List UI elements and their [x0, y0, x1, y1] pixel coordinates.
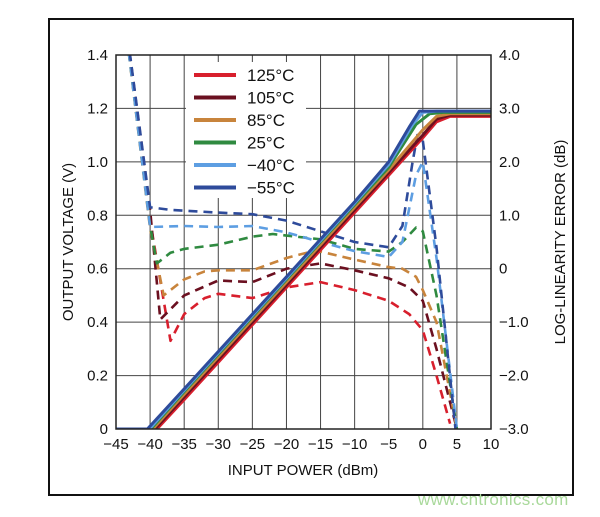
y2-tick-label: 3.0 — [499, 100, 520, 117]
legend-label: 85°C — [247, 111, 285, 130]
voltage-line-5 — [116, 109, 491, 429]
x-tick-label: −5 — [380, 436, 397, 453]
y-tick-label: 1.2 — [87, 100, 108, 117]
x-tick-label: 0 — [419, 436, 427, 453]
y-tick-label: 0.2 — [87, 368, 108, 385]
x-tick-label: −25 — [240, 436, 265, 453]
legend-label: −55°C — [247, 179, 295, 198]
y2-tick-label: −1.0 — [499, 314, 529, 331]
x-tick-label: −45 — [103, 436, 128, 453]
y2-tick-label: 2.0 — [499, 154, 520, 171]
x-tick-label: 10 — [483, 436, 500, 453]
y-tick-labels: 0 0.2 0.4 0.6 0.8 1.0 1.2 1.4 — [87, 47, 108, 438]
x-tick-label: −35 — [171, 436, 196, 453]
x-tick-label: −30 — [206, 436, 231, 453]
y2-tick-label: 4.0 — [499, 47, 520, 64]
legend-background — [186, 62, 306, 198]
y2-tick-label: −2.0 — [499, 368, 529, 385]
series-lines — [116, 55, 491, 429]
legend-label: 125°C — [247, 66, 294, 85]
x-tick-label: −20 — [274, 436, 299, 453]
y2-axis-label: LOG-LINEARITY ERROR (dB) — [552, 140, 569, 345]
y-tick-label: 1.0 — [87, 154, 108, 171]
y-axis-label: OUTPUT VOLTAGE (V) — [60, 163, 77, 321]
y-tick-label: 0.4 — [87, 314, 108, 331]
y2-tick-label: 0 — [499, 261, 507, 278]
voltage-line-1 — [116, 113, 491, 429]
chart-frame — [48, 18, 574, 496]
error-line-1 — [128, 55, 459, 429]
y-tick-label: 0.8 — [87, 207, 108, 224]
x-tick-label: −15 — [308, 436, 333, 453]
x-tick-label: 5 — [453, 436, 461, 453]
error-line-5 — [128, 55, 457, 429]
plot-border — [115, 54, 492, 430]
voltage-line-2 — [116, 112, 491, 429]
x-tick-label: −40 — [137, 436, 162, 453]
voltage-line-0 — [116, 114, 491, 429]
x-tick-label: −10 — [342, 436, 367, 453]
error-line-3 — [127, 55, 459, 429]
legend-label: 105°C — [247, 89, 294, 108]
y2-tick-labels: −3.0 −2.0 −1.0 0 1.0 2.0 3.0 4.0 — [499, 47, 529, 438]
y-tick-label: 1.4 — [87, 47, 108, 64]
x-tick-labels: −45 −40 −35 −30 −25 −20 −15 −10 −5 0 5 10 — [103, 436, 499, 453]
y2-tick-label: −3.0 — [499, 421, 529, 438]
y2-tick-label: 1.0 — [499, 207, 520, 224]
y-tick-label: 0 — [100, 421, 108, 438]
legend-label: 25°C — [247, 134, 285, 153]
y-tick-label: 0.6 — [87, 261, 108, 278]
watermark: www.cntronics.com — [418, 490, 569, 509]
x-axis-label: INPUT POWER (dBm) — [228, 462, 379, 479]
legend-label: −40°C — [247, 156, 295, 175]
error-line-4 — [127, 55, 459, 429]
error-line-0 — [128, 55, 452, 425]
legend: 125°C 105°C 85°C 25°C −40°C −55°C — [186, 62, 306, 198]
